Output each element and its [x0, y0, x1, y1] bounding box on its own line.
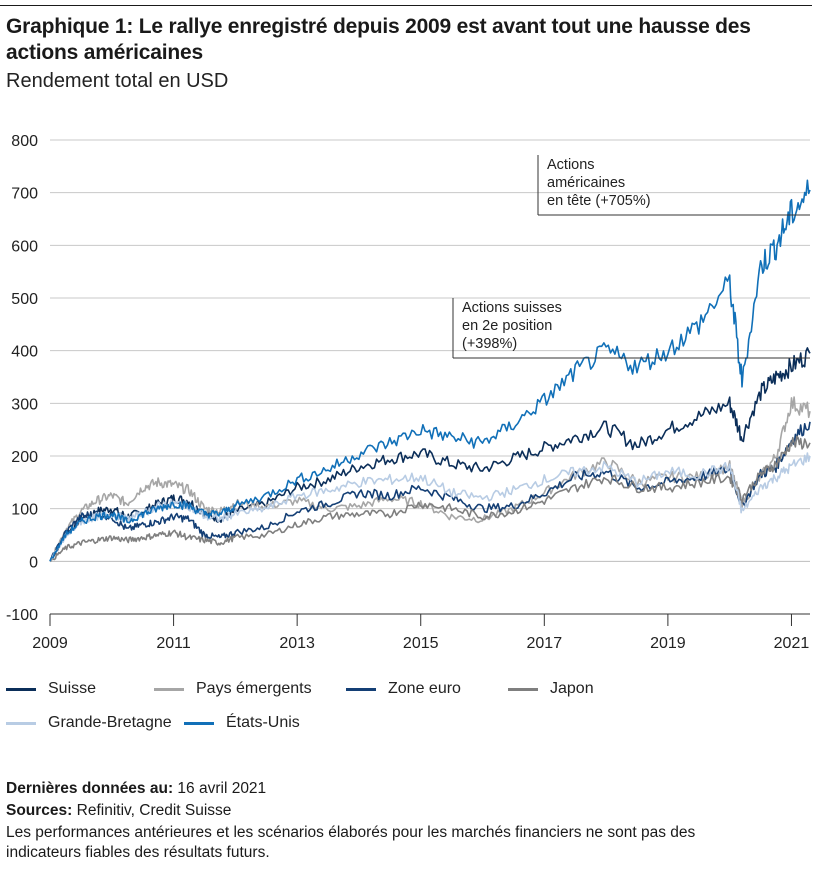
- x-tick-label: 2015: [403, 635, 439, 652]
- y-tick-label: 600: [11, 238, 38, 255]
- legend-label: Pays émergents: [196, 680, 312, 697]
- legend-item: Zone euro: [346, 680, 461, 698]
- annotation-text: américaines: [547, 175, 625, 191]
- x-tick-label: 2017: [527, 635, 563, 652]
- legend-swatch: [6, 687, 36, 691]
- y-tick-label: -100: [6, 607, 38, 624]
- legend-item: Grande-Bretagne: [6, 714, 172, 732]
- series-line: [49, 179, 811, 562]
- legend-label: Grande-Bretagne: [48, 714, 172, 731]
- chart-title: Graphique 1: Le rallye enregistré depuis…: [6, 15, 751, 64]
- legend-label: États-Unis: [226, 714, 300, 731]
- y-tick-label: 100: [11, 502, 38, 519]
- annotation-text: Actions suisses: [462, 300, 562, 316]
- annotation-text: en 2e position: [462, 318, 552, 334]
- y-tick-label: 0: [29, 554, 38, 571]
- series-line: [49, 421, 811, 562]
- legend-item: Suisse: [6, 680, 96, 698]
- y-tick-label: 800: [11, 133, 38, 150]
- series-line: [49, 435, 811, 562]
- legend-label: Suisse: [48, 680, 97, 697]
- series-line: [49, 452, 811, 562]
- x-tick-label: 2019: [650, 635, 686, 652]
- legend-swatch: [508, 687, 538, 691]
- y-tick-label: 500: [11, 291, 38, 308]
- sources-label: Sources:: [6, 802, 73, 819]
- legend-swatch: [154, 687, 184, 691]
- annotation-text: Actions: [547, 157, 595, 173]
- legend-swatch: [346, 687, 376, 691]
- x-tick-label: 2021: [774, 635, 810, 652]
- legend-item: États-Unis: [184, 714, 300, 732]
- y-tick-label: 400: [11, 344, 38, 361]
- series-line: [49, 396, 811, 563]
- legend-swatch: [184, 721, 214, 725]
- x-tick-label: 2013: [279, 635, 315, 652]
- legend-item: Pays émergents: [154, 680, 312, 698]
- disclaimer: Les performances antérieures et les scén…: [6, 824, 696, 861]
- legend-swatch: [6, 721, 36, 725]
- last-data-line: Dernières données au: 16 avril 2021: [6, 779, 266, 799]
- y-tick-label: 700: [11, 186, 38, 203]
- annotation-text: en tête (+705%): [547, 193, 651, 209]
- line-chart: -100 0 100 200 300 400 500 600 700 800 2009 2011 201…: [6, 133, 811, 652]
- chart-subtitle: Rendement total en USD: [6, 70, 229, 92]
- annotation-text: (+398%): [462, 336, 517, 352]
- sources-line: Sources: Refinitiv, Credit Suisse: [6, 801, 231, 821]
- top-rule: [0, 5, 812, 6]
- sources-value: Refinitiv, Credit Suisse: [76, 802, 232, 819]
- x-tick-label: 2011: [156, 635, 191, 652]
- last-data-label: Dernières données au:: [6, 780, 174, 797]
- legend-label: Japon: [550, 680, 594, 697]
- last-data-value: 16 avril 2021: [177, 780, 267, 797]
- x-tick-label: 2009: [32, 635, 68, 652]
- y-tick-label: 200: [11, 449, 38, 466]
- legend-item: Japon: [508, 680, 594, 698]
- legend-label: Zone euro: [388, 680, 461, 697]
- series-line: [49, 347, 811, 562]
- y-tick-label: 300: [11, 396, 38, 413]
